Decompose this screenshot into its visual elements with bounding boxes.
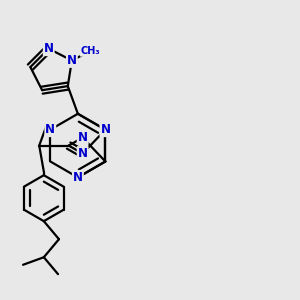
- Text: N: N: [67, 54, 77, 67]
- Text: CH₃: CH₃: [80, 46, 100, 56]
- Text: N: N: [45, 123, 55, 136]
- Text: N: N: [78, 147, 88, 160]
- Text: N: N: [100, 123, 110, 136]
- Text: N: N: [73, 171, 83, 184]
- Text: N: N: [44, 42, 54, 55]
- Text: N: N: [78, 131, 88, 144]
